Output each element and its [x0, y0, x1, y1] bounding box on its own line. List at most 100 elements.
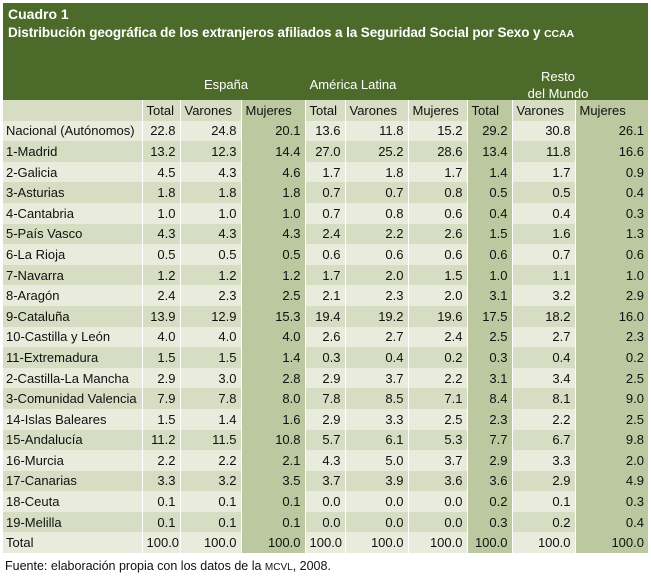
table-cell: 100.0	[141, 532, 180, 554]
column-header: Mujeres	[407, 100, 467, 121]
table-cell: 4.3	[179, 223, 241, 245]
table-cell: 0.3	[466, 347, 512, 368]
table-cell: 0.4	[466, 202, 512, 224]
table-cell: 0.7	[304, 182, 345, 203]
table-cell: 2.9	[304, 367, 345, 389]
table-cell: 0.5	[141, 244, 180, 265]
table-cell: 1.0	[466, 264, 512, 286]
table-cell: 4.3	[304, 450, 345, 471]
table-cell: 27.0	[304, 141, 345, 162]
table-cell: 1.5	[466, 223, 512, 245]
table-row: 18-Ceuta 0.1 0.1 0.1 0.0 0.0 0.0 0.2 0.1 0.3	[3, 491, 648, 512]
column-header: Total	[141, 100, 180, 121]
table-cell: 100.0	[304, 532, 345, 554]
table-row: 10-Castilla y León 4.0 4.0 4.0 2.6 2.7 2.4 2.5 2…	[3, 326, 648, 348]
table-cell: 0.0	[344, 491, 408, 512]
table-cell: 0.2	[466, 491, 512, 512]
table-cell: 1.7	[407, 161, 467, 183]
table-cell: 1.6	[240, 408, 305, 430]
table-cell: 0.6	[407, 244, 467, 265]
row-label: 6-La Rioja	[3, 244, 142, 265]
table-cell: 4.0	[240, 326, 305, 348]
table-cell: 0.1	[511, 491, 575, 512]
table-cell: 0.6	[304, 244, 345, 265]
table-cell: 100.0	[466, 532, 512, 554]
table-cell: 1.0	[141, 202, 180, 224]
table-cell: 16.0	[574, 305, 648, 327]
table-cell: 7.1	[407, 388, 467, 409]
table-cell: 0.9	[574, 161, 648, 183]
table-cell: 9.8	[574, 429, 648, 451]
table-cell: 2.7	[511, 326, 575, 348]
table-cell: 6.7	[511, 429, 575, 451]
table-cell: 0.4	[344, 347, 408, 368]
table-cell: 17.5	[466, 305, 512, 327]
table-cell: 0.0	[344, 511, 408, 533]
table-cell: 3.1	[466, 367, 512, 389]
table-row: 14-Islas Baleares 1.5 1.4 1.6 2.9 3.3 2.5 2.3 2.…	[3, 408, 648, 430]
table-cell: 7.7	[466, 429, 512, 451]
table-cell: 2.3	[179, 285, 241, 306]
table-cell: 3.3	[511, 450, 575, 471]
table-cell: 0.5	[511, 182, 575, 203]
row-label: 15-Andalucía	[3, 429, 142, 451]
row-label: 9-Cataluña	[3, 305, 142, 327]
table-cell: 5.3	[407, 429, 467, 451]
table-row: 17-Canarias 3.3 3.2 3.5 3.7 3.9 3.6 3.6 2.9 4.9	[3, 470, 648, 492]
table-cell: 2.0	[344, 264, 408, 286]
table-cell: 2.4	[407, 326, 467, 348]
table-cell: 26.1	[574, 120, 648, 142]
table-cell: 0.8	[407, 182, 467, 203]
column-header: Mujeres	[574, 100, 648, 121]
column-header-row: Total Varones Mujeres Total Varones Muje…	[3, 100, 648, 121]
table-cell: 0.7	[344, 182, 408, 203]
table-cell: 8.0	[240, 388, 305, 409]
table-cell: 1.8	[240, 182, 305, 203]
table-cell: 28.6	[407, 141, 467, 162]
row-label: 3-Asturias	[3, 182, 142, 203]
table-cell: 19.2	[344, 305, 408, 327]
table-cell: 11.2	[141, 429, 180, 451]
table-cell: 0.0	[407, 511, 467, 533]
table-cell: 100.0	[344, 532, 408, 554]
table-cell: 7.8	[179, 388, 241, 409]
table-cell: 7.9	[141, 388, 180, 409]
row-label: Total	[3, 532, 142, 554]
table-cell: 2.5	[466, 326, 512, 348]
table-cell: 1.4	[179, 408, 241, 430]
table-cell: 100.0	[179, 532, 241, 554]
table-row: 1-Madrid 13.2 12.3 14.4 27.0 25.2 28.6 13.4 11.8…	[3, 141, 648, 162]
table-cell: 2.0	[407, 285, 467, 306]
table-cell: 1.4	[466, 161, 512, 183]
table-cell: 4.5	[141, 161, 180, 183]
table-cell: 3.3	[141, 470, 180, 492]
row-label: 8-Aragón	[3, 285, 142, 306]
table-cell: 0.5	[240, 244, 305, 265]
table-cell: 2.9	[511, 470, 575, 492]
table-cell: 5.0	[344, 450, 408, 471]
table-cell: 2.5	[240, 285, 305, 306]
table-cell: 29.2	[466, 120, 512, 142]
group-america-latina: América Latina	[309, 77, 397, 92]
group-headers: España América Latina Resto del Mundo	[3, 66, 648, 102]
table-cell: 13.6	[304, 120, 345, 142]
table-cell: 1.5	[179, 347, 241, 368]
table-cell: 2.5	[574, 367, 648, 389]
table-row: 19-Melilla 0.1 0.1 0.1 0.0 0.0 0.0 0.3 0.2 0.4	[3, 511, 648, 533]
table-cell: 11.8	[344, 120, 408, 142]
table-cell: 0.0	[304, 511, 345, 533]
table-cell: 19.6	[407, 305, 467, 327]
table-cell: 2.5	[407, 408, 467, 430]
table-cell: 12.9	[179, 305, 241, 327]
row-label: 7-Navarra	[3, 264, 142, 286]
table-cell: 13.4	[466, 141, 512, 162]
table-cell: 1.7	[304, 161, 345, 183]
table-cell: 0.0	[407, 491, 467, 512]
table-cell: 2.4	[304, 223, 345, 245]
table-cell: 2.7	[344, 326, 408, 348]
table-row: 9-Cataluña 13.9 12.9 15.3 19.4 19.2 19.6 17.5 18…	[3, 305, 648, 327]
table-row: 16-Murcia 2.2 2.2 2.1 4.3 5.0 3.7 2.9 3.3 2.0	[3, 450, 648, 471]
table-cell: 0.1	[179, 491, 241, 512]
row-label: 18-Ceuta	[3, 491, 142, 512]
title-band: Cuadro 1 Distribución geográfica de los …	[3, 3, 648, 102]
